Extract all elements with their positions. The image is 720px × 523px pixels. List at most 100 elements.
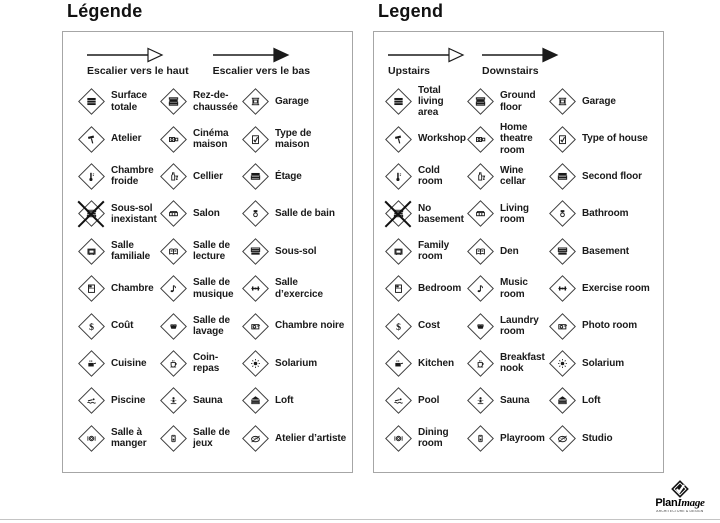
legend-item-label: Den — [500, 245, 519, 257]
total-living-area-icon — [383, 87, 413, 117]
living-room-icon — [465, 199, 495, 229]
legend-item: Total living area — [383, 85, 465, 119]
legend-item-label: Cuisine — [111, 357, 147, 369]
legend-item: Type of house — [547, 124, 661, 154]
legend-item: Exercise room — [547, 274, 661, 304]
basement-icon — [240, 236, 270, 266]
dining-room-icon — [76, 423, 106, 453]
cold-room-icon — [76, 161, 106, 191]
legend-item-label: Laundry room — [500, 314, 539, 338]
cost-icon: $ — [76, 311, 106, 341]
legend-item-label: Étage — [275, 170, 302, 182]
legend-item-label: Chambre noire — [275, 320, 345, 332]
bedroom-icon — [383, 274, 413, 304]
legend-item-label: Total living area — [418, 84, 444, 119]
footer-divider — [0, 519, 720, 520]
legend-item: Salle à manger — [76, 423, 158, 453]
legend-item: Laundry room — [465, 311, 547, 341]
living-room-icon — [158, 199, 188, 229]
legend-item-label: Kitchen — [418, 357, 454, 369]
wine-cellar-icon — [465, 161, 495, 191]
legend-item-label: Family room — [418, 239, 450, 263]
legend-item-label: Cost — [418, 320, 440, 332]
loft-icon — [547, 386, 577, 416]
legend-item-label: Cellier — [193, 170, 223, 182]
home-theatre-icon — [465, 124, 495, 154]
legend-item-label: Playroom — [500, 432, 545, 444]
legend-item-label: Exercise room — [582, 282, 650, 294]
stair-arrow-label: Escalier vers le bas — [212, 65, 311, 77]
stair-arrow-label: Escalier vers le haut — [87, 65, 189, 77]
ground-floor-icon — [158, 87, 188, 117]
basement-icon — [547, 236, 577, 266]
legend-item: Piscine — [76, 386, 158, 416]
studio-icon — [240, 423, 270, 453]
legend-item-label: Sauna — [500, 395, 530, 407]
legend-item: Den — [465, 236, 547, 266]
exercise-room-icon — [547, 274, 577, 304]
legend-item-label: Salle de lecture — [193, 239, 230, 263]
legend-item-label: Coin-repas — [193, 352, 220, 375]
bathroom-icon — [240, 199, 270, 229]
legend-item: Atelier — [76, 124, 158, 154]
playroom-icon — [158, 423, 188, 453]
legend-item-label: Salle à manger — [111, 426, 147, 450]
legend-item: Salle familiale — [76, 236, 158, 266]
family-room-icon — [383, 236, 413, 266]
garage-icon — [547, 87, 577, 117]
legend-item: Breakfast nook — [465, 348, 547, 378]
wine-cellar-icon — [158, 161, 188, 191]
cold-room-icon — [383, 161, 413, 191]
legend-item: Cellier — [158, 161, 240, 191]
legend-item: Workshop — [383, 124, 466, 154]
solarium-icon — [547, 348, 577, 378]
cost-icon: $ — [383, 311, 413, 341]
legend-item: Music room — [465, 274, 547, 304]
legend-item-label: Sous-sol — [275, 245, 317, 257]
legend-item: Salle d’exercice — [240, 274, 350, 304]
legend-item: Salle de lavage — [158, 311, 240, 341]
legend-item: Garage — [547, 87, 661, 117]
legend-item-label: Piscine — [111, 395, 146, 407]
stairs-down-arrow-icon — [482, 47, 560, 63]
legend-item-label: Type de maison — [275, 127, 312, 151]
legend-item-label: No basement — [418, 202, 464, 225]
legend-box-en: Upstairs Downstairs Total living area Gr… — [373, 31, 664, 473]
legend-item: Surface totale — [76, 87, 158, 117]
legend-item: Garage — [240, 87, 350, 117]
legend-item-label: Sauna — [193, 395, 223, 407]
legend-item: Ground floor — [465, 87, 547, 117]
legend-item-label: Wine cellar — [500, 165, 526, 188]
legend-item: Salon — [158, 199, 240, 229]
studio-icon — [547, 423, 577, 453]
legend-item: Type de maison — [240, 124, 350, 154]
legend-item: Family room — [383, 236, 465, 266]
legend-item-label: Living room — [500, 202, 529, 225]
legend-item: Bathroom — [547, 199, 661, 229]
legend-item: Cold room — [383, 161, 465, 191]
legend-item: $ Cost — [383, 311, 465, 341]
stair-arrow: Escalier vers le haut — [87, 47, 189, 77]
pool-icon — [383, 386, 413, 416]
kitchen-icon — [76, 348, 106, 378]
exercise-room-icon — [240, 274, 270, 304]
legend-grid-fr: Surface totale Rez-de-chaussée Garage At… — [63, 77, 352, 457]
legend-item: Chambre — [76, 274, 158, 304]
legend-item-label: Second floor — [582, 170, 642, 182]
legend-item-label: Salle de lavage — [193, 314, 230, 338]
legend-item-label: Breakfast nook — [500, 352, 545, 375]
legend-item-label: Dining room — [418, 426, 449, 450]
legend-item-label: Coût — [111, 320, 134, 332]
legend-item-label: Basement — [582, 245, 629, 257]
planimage-logo-text: PlanImage — [655, 497, 705, 509]
laundry-room-icon — [465, 311, 495, 341]
stair-arrow-label: Downstairs — [482, 65, 539, 77]
house-type-icon — [547, 124, 577, 154]
den-book-icon — [465, 236, 495, 266]
laundry-room-icon — [158, 311, 188, 341]
legend-item: Photo room — [547, 311, 661, 341]
den-book-icon — [158, 236, 188, 266]
legend-item: Salle de jeux — [158, 423, 240, 453]
ground-floor-icon — [465, 87, 495, 117]
legend-item: Home theatre room — [465, 122, 547, 156]
